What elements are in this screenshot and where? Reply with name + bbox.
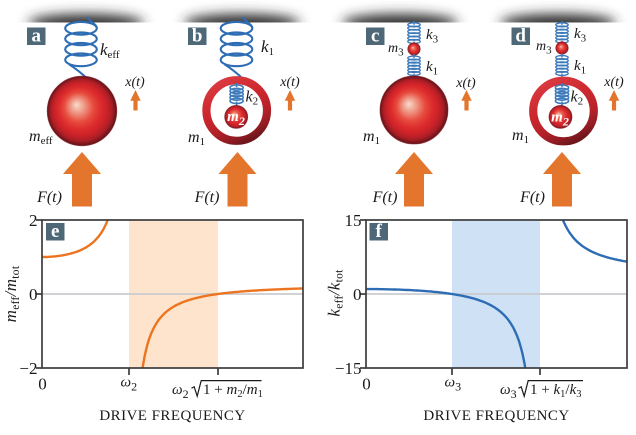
svg-text:F(t): F(t) bbox=[372, 189, 398, 206]
svg-text:k1: k1 bbox=[426, 59, 438, 78]
svg-text:F(t): F(t) bbox=[194, 189, 220, 206]
svg-text:d: d bbox=[515, 26, 526, 47]
svg-text:F(t): F(t) bbox=[519, 189, 545, 206]
svg-text:f: f bbox=[376, 221, 383, 242]
svg-text:m3: m3 bbox=[388, 41, 404, 59]
svg-text:m1: m1 bbox=[188, 129, 205, 148]
svg-text:x(t): x(t) bbox=[124, 75, 145, 90]
svg-text:−2: −2 bbox=[19, 359, 37, 378]
svg-text:F(t): F(t) bbox=[36, 189, 62, 206]
svg-text:0: 0 bbox=[353, 285, 362, 304]
svg-text:x(t): x(t) bbox=[279, 75, 300, 90]
svg-text:x(t): x(t) bbox=[603, 75, 624, 90]
svg-text:m1: m1 bbox=[363, 128, 380, 147]
svg-text:15: 15 bbox=[345, 211, 362, 230]
svg-text:DRIVE FREQUENCY: DRIVE FREQUENCY bbox=[423, 408, 569, 424]
svg-text:1 + m2/m1: 1 + m2/m1 bbox=[203, 382, 263, 400]
svg-text:c: c bbox=[371, 26, 379, 47]
svg-text:DRIVE FREQUENCY: DRIVE FREQUENCY bbox=[99, 408, 245, 424]
svg-text:k2: k2 bbox=[571, 89, 584, 108]
svg-text:meff: meff bbox=[29, 128, 53, 147]
svg-text:0: 0 bbox=[38, 375, 47, 394]
svg-text:ω2: ω2 bbox=[172, 382, 189, 401]
svg-text:0: 0 bbox=[362, 375, 371, 394]
svg-text:k1: k1 bbox=[574, 58, 586, 77]
svg-text:e: e bbox=[51, 221, 59, 242]
svg-text:ω3: ω3 bbox=[500, 382, 517, 401]
svg-text:b: b bbox=[192, 26, 203, 47]
svg-text:k1: k1 bbox=[261, 37, 274, 58]
svg-text:m3: m3 bbox=[536, 39, 552, 57]
svg-text:m1: m1 bbox=[512, 127, 529, 146]
svg-text:m2: m2 bbox=[227, 109, 245, 128]
svg-text:a: a bbox=[31, 26, 41, 47]
svg-text:−15: −15 bbox=[335, 359, 362, 378]
svg-text:k3: k3 bbox=[426, 27, 439, 46]
svg-text:keff: keff bbox=[100, 40, 120, 61]
svg-text:0: 0 bbox=[29, 285, 38, 304]
svg-text:ω2: ω2 bbox=[121, 375, 138, 394]
svg-text:2: 2 bbox=[29, 211, 38, 230]
svg-text:k3: k3 bbox=[574, 26, 587, 45]
svg-text:k2: k2 bbox=[246, 89, 259, 108]
svg-text:ω3: ω3 bbox=[445, 375, 462, 394]
svg-text:1 + k1/k3: 1 + k1/k3 bbox=[530, 382, 581, 400]
svg-text:m2: m2 bbox=[551, 110, 569, 129]
svg-text:x(t): x(t) bbox=[455, 76, 476, 91]
